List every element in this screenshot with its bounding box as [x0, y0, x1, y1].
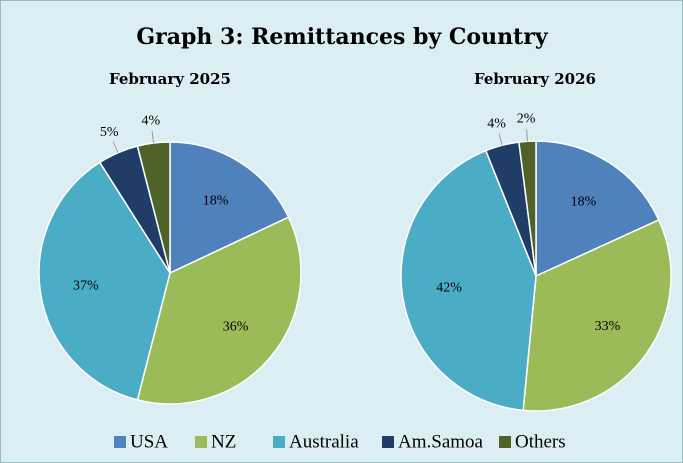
- leader-line: [151, 131, 154, 144]
- pie-slice: [136, 141, 171, 274]
- data-label: 4%: [141, 113, 160, 128]
- legend-label: Australia: [289, 431, 359, 452]
- data-label: 2%: [517, 112, 536, 127]
- legend-label: Am.Samoa: [398, 431, 484, 452]
- pie-title: February 2025: [109, 70, 231, 88]
- pie-slice: [522, 218, 672, 412]
- legend-label: USA: [130, 431, 168, 452]
- data-label: 36%: [223, 319, 249, 334]
- pie-slice: [136, 216, 302, 405]
- legend-label: Others: [515, 431, 566, 452]
- leader-line: [526, 129, 528, 142]
- pie-slice: [535, 140, 660, 278]
- data-label: 18%: [571, 194, 597, 209]
- chart-title: Graph 3: Remittances by Country: [136, 24, 548, 50]
- data-label: 18%: [203, 193, 229, 208]
- pie-title: February 2026: [474, 70, 596, 88]
- data-label: 42%: [436, 281, 462, 296]
- leader-line: [112, 141, 119, 153]
- data-label: 33%: [595, 319, 621, 334]
- legend-label: NZ: [211, 431, 236, 452]
- data-label: 5%: [100, 125, 119, 140]
- legend-swatch: [195, 436, 207, 448]
- leader-line: [498, 133, 503, 146]
- legend-swatch: [273, 436, 285, 448]
- data-label: 4%: [487, 116, 506, 131]
- pie-slice: [169, 141, 290, 275]
- legend-swatch: [114, 436, 126, 448]
- legend-swatch: [382, 436, 394, 448]
- legend-swatch: [499, 436, 511, 448]
- data-label: 37%: [73, 279, 99, 294]
- pie-slice: [400, 149, 537, 412]
